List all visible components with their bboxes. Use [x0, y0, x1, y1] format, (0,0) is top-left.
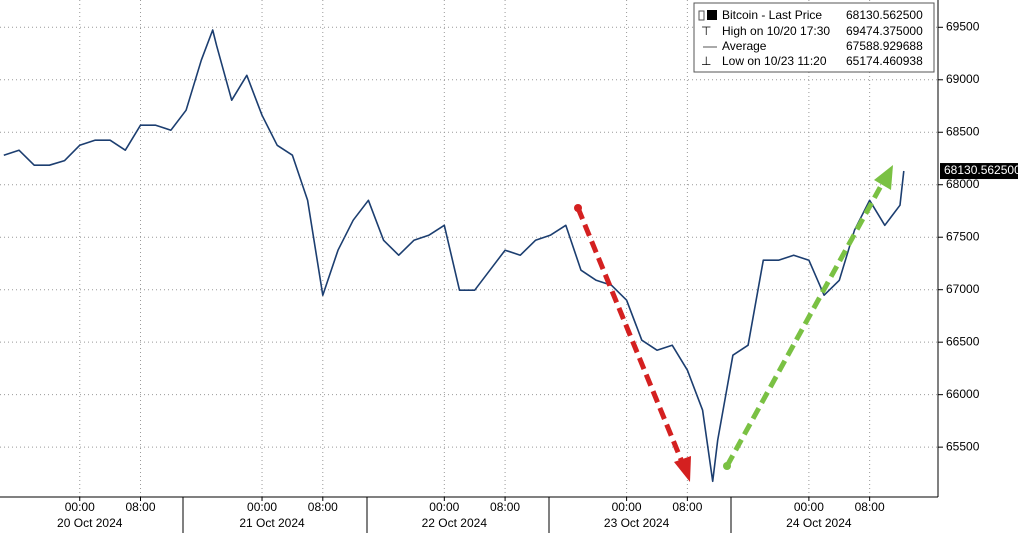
legend-icon: ⊥	[701, 54, 711, 68]
x-tick-label: 00:00	[429, 500, 459, 514]
x-tick-label: 00:00	[247, 500, 277, 514]
down-arrow-head	[674, 456, 691, 482]
y-tick-label: 65500	[946, 439, 980, 453]
legend: Bitcoin - Last Price 68130.562500 ⊤ High…	[693, 2, 935, 73]
legend-icon: ⊤	[701, 24, 711, 38]
x-tick-label: 08:00	[490, 500, 520, 514]
legend-label: Bitcoin - Last Price	[722, 8, 822, 22]
y-tick-label: 67500	[946, 229, 980, 243]
last-price-label: 68130.562500	[944, 163, 1021, 177]
y-tick-label: 69000	[946, 72, 980, 86]
x-tick-label: 00:00	[65, 500, 95, 514]
legend-swatch	[707, 10, 717, 20]
x-tick-label: 08:00	[672, 500, 702, 514]
legend-label: High on 10/20 17:30	[722, 24, 830, 38]
x-tick-label: 08:00	[308, 500, 338, 514]
y-tick-label: 69500	[946, 19, 980, 33]
date-label: 21 Oct 2024	[239, 516, 305, 530]
annotation-arrows	[574, 165, 893, 482]
legend-label: Average	[722, 39, 767, 53]
x-tick-label: 08:00	[125, 500, 155, 514]
x-tick-label: 00:00	[612, 500, 642, 514]
date-label: 23 Oct 2024	[604, 516, 670, 530]
date-label: 20 Oct 2024	[57, 516, 123, 530]
down-arrow	[575, 207, 685, 463]
x-tick-label: 00:00	[794, 500, 824, 514]
plot	[3, 29, 905, 483]
y-tick-label: 66500	[946, 334, 980, 348]
x-tick-label: 08:00	[855, 500, 885, 514]
legend-label: Low on 10/23 11:20	[722, 54, 827, 68]
y-tick-label: 66000	[946, 387, 980, 401]
price-line	[3, 29, 905, 483]
last-price-box	[940, 163, 1018, 180]
date-label: 22 Oct 2024	[422, 516, 488, 530]
legend-value: 67588.929688	[846, 39, 923, 53]
legend-icon	[698, 10, 705, 21]
last-price-tag: 68130.562500	[940, 163, 1021, 180]
legend-value: 69474.375000	[846, 24, 923, 38]
date-label: 24 Oct 2024	[786, 516, 852, 530]
legend-value: 68130.562500	[846, 8, 923, 22]
date-separators	[182, 497, 732, 533]
y-tick-label: 68500	[946, 124, 980, 138]
y-tick-label: 67000	[946, 282, 980, 296]
legend-box	[693, 2, 935, 73]
down-arrow-start	[574, 204, 582, 212]
up-arrow-head	[874, 165, 893, 190]
up-arrow-start	[723, 462, 731, 470]
y-tick-label: 68000	[946, 177, 980, 191]
legend-value: 65174.460938	[846, 54, 923, 68]
